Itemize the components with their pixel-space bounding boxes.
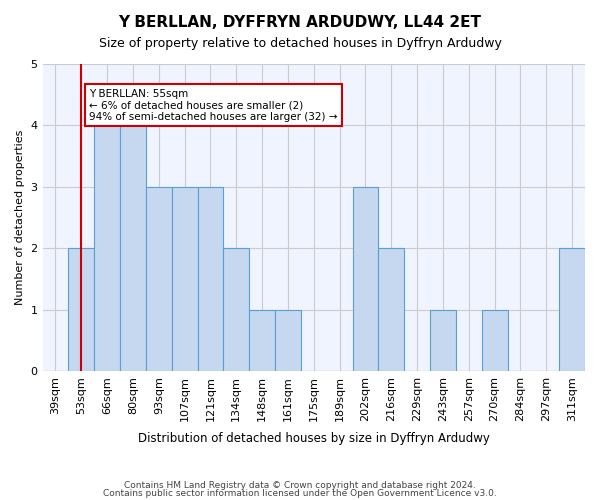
Text: Contains public sector information licensed under the Open Government Licence v3: Contains public sector information licen… <box>103 488 497 498</box>
Bar <box>559 248 585 371</box>
Text: Contains HM Land Registry data © Crown copyright and database right 2024.: Contains HM Land Registry data © Crown c… <box>124 481 476 490</box>
Bar <box>223 248 249 371</box>
Text: Y BERLLAN, DYFFRYN ARDUDWY, LL44 2ET: Y BERLLAN, DYFFRYN ARDUDWY, LL44 2ET <box>119 15 482 30</box>
Bar <box>146 187 172 371</box>
Bar <box>482 310 508 371</box>
Bar <box>249 310 275 371</box>
Bar <box>172 187 197 371</box>
Bar <box>379 248 404 371</box>
Bar <box>275 310 301 371</box>
Y-axis label: Number of detached properties: Number of detached properties <box>15 130 25 305</box>
Text: Size of property relative to detached houses in Dyffryn Ardudwy: Size of property relative to detached ho… <box>98 38 502 51</box>
Text: Y BERLLAN: 55sqm
← 6% of detached houses are smaller (2)
94% of semi-detached ho: Y BERLLAN: 55sqm ← 6% of detached houses… <box>89 88 338 122</box>
Bar <box>94 126 120 371</box>
X-axis label: Distribution of detached houses by size in Dyffryn Ardudwy: Distribution of detached houses by size … <box>138 432 490 445</box>
Bar <box>197 187 223 371</box>
Bar <box>120 126 146 371</box>
Bar <box>430 310 456 371</box>
Bar <box>68 248 94 371</box>
Bar <box>353 187 379 371</box>
